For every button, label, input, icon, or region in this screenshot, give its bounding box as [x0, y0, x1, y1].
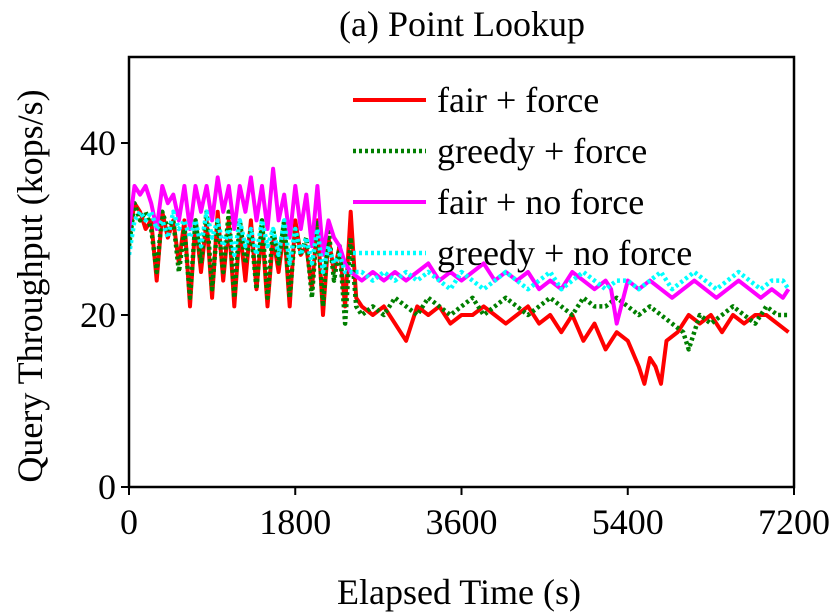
x-tick-label: 5400 [592, 502, 664, 542]
legend-label: fair + force [437, 80, 599, 120]
series-layer [129, 166, 791, 386]
x-tick-label: 7200 [758, 502, 830, 542]
x-tick-label: 3600 [426, 502, 498, 542]
legend: fair + force greedy + force fair + no forc… [353, 80, 692, 273]
legend-label: fair + no force [437, 182, 644, 222]
ticks-layer: 0 1800 3600 5400 7200 0 20 40 [80, 123, 830, 542]
y-tick-label: 20 [80, 295, 116, 335]
legend-label: greedy + no force [437, 233, 692, 273]
chart-title: (a) Point Lookup [339, 4, 585, 44]
y-tick-label: 0 [98, 467, 116, 507]
series-line-greedy-no-force [129, 209, 791, 292]
y-axis-label: Query Throughput (kops/s) [10, 89, 50, 482]
plot-frame [127, 55, 796, 489]
x-tick-label: 1800 [259, 502, 331, 542]
x-tick-label: 0 [120, 502, 138, 542]
x-axis-label: Elapsed Time (s) [337, 572, 581, 612]
legend-label: greedy + force [437, 131, 647, 171]
y-tick-label: 40 [80, 123, 116, 163]
